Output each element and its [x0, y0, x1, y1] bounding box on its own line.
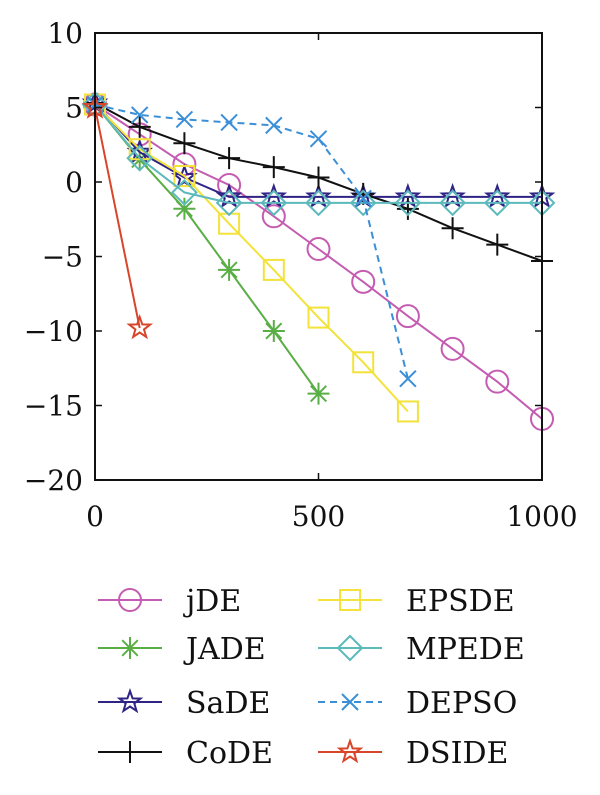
diamond-marker	[483, 189, 511, 217]
asterisk-marker	[307, 382, 330, 405]
square-marker	[352, 351, 375, 374]
circle-marker	[306, 237, 331, 262]
legend-label: JADE	[183, 632, 266, 667]
plus-marker	[173, 132, 196, 155]
x-tick-label: 1000	[506, 500, 577, 533]
diamond-marker	[349, 189, 377, 217]
x-marker	[130, 106, 149, 124]
asterisk-marker	[262, 320, 285, 342]
series-sade	[81, 88, 556, 209]
legend-label: DSIDE	[406, 736, 508, 771]
legend-item-depso: DEPSO	[318, 686, 517, 721]
plus-marker	[128, 115, 151, 138]
star-marker	[336, 737, 364, 764]
asterisk-marker	[173, 197, 196, 220]
diamond-marker	[305, 189, 332, 217]
legend-item-jde: jDE	[98, 584, 241, 619]
star-marker	[171, 163, 198, 189]
circle-marker	[395, 304, 420, 329]
y-tick-label: 5	[65, 92, 83, 125]
y-tick-label: −10	[24, 315, 83, 348]
diamond-marker	[336, 634, 364, 662]
y-tick-label: −5	[42, 241, 83, 274]
series-line	[94, 103, 543, 420]
circle-marker	[485, 369, 510, 394]
legend-item-epsde: EPSDE	[318, 584, 515, 619]
series-line	[94, 103, 409, 379]
x-marker	[175, 110, 194, 129]
x-marker	[265, 116, 283, 135]
y-tick-label: 0	[65, 166, 83, 199]
series-line	[94, 103, 542, 204]
diamond-marker	[215, 189, 243, 217]
plot-frame	[94, 32, 543, 481]
diamond-marker	[170, 179, 198, 206]
legend-label: EPSDE	[406, 584, 515, 619]
star-marker	[215, 182, 243, 209]
star-marker	[116, 687, 144, 714]
legend-item-dside: DSIDE	[318, 736, 508, 771]
x-tick-label: 500	[292, 500, 345, 533]
y-tick-label: −15	[24, 390, 83, 423]
legend-item-mpede: MPEDE	[318, 632, 525, 667]
series-line	[94, 102, 542, 198]
legend-label: MPEDE	[406, 632, 525, 667]
square-marker	[262, 258, 285, 281]
star-marker	[126, 313, 154, 340]
series-jade	[84, 93, 330, 405]
series-line	[94, 103, 409, 413]
legend-item-code: CoDE	[98, 736, 273, 771]
star-marker	[483, 182, 511, 209]
star-marker	[260, 182, 288, 209]
square-marker	[173, 165, 196, 188]
plus-marker	[441, 217, 464, 240]
plus-marker	[307, 166, 330, 189]
series-depso	[86, 95, 417, 388]
x-marker	[399, 369, 417, 388]
square-marker	[339, 589, 361, 611]
plot-series	[81, 88, 556, 431]
legend-item-jade: JADE	[98, 632, 266, 667]
diamond-marker	[394, 189, 422, 217]
x-marker	[354, 189, 372, 208]
diamond-marker	[126, 144, 154, 172]
plus-marker	[218, 147, 241, 170]
diamond-marker	[439, 189, 467, 217]
circle-marker	[261, 204, 286, 229]
legend-label: DEPSO	[406, 686, 517, 721]
legend-label: SaDE	[186, 686, 270, 721]
plus-marker	[486, 233, 509, 256]
legend-label: jDE	[183, 584, 241, 619]
x-marker	[220, 113, 238, 132]
series-code	[84, 92, 553, 272]
diamond-marker	[260, 189, 288, 217]
y-tick-label: −20	[24, 464, 83, 497]
circle-marker	[118, 588, 142, 612]
series-epsde	[84, 93, 419, 423]
plus-marker	[396, 197, 419, 220]
legend-label: CoDE	[186, 736, 273, 771]
star-marker	[305, 182, 332, 209]
x-marker	[309, 130, 328, 148]
circle-marker	[351, 269, 376, 294]
plus-marker	[119, 741, 141, 763]
star-marker	[439, 182, 466, 209]
x-tick-label: 0	[86, 500, 104, 533]
asterisk-marker	[119, 637, 141, 659]
series-jde	[83, 92, 554, 431]
plus-marker	[262, 156, 285, 179]
y-tick-label: 10	[47, 17, 83, 50]
x-marker	[341, 693, 359, 711]
square-marker	[396, 400, 419, 423]
series-line	[94, 107, 141, 329]
square-marker	[307, 306, 330, 329]
legend-item-sade: SaDE	[98, 686, 270, 721]
asterisk-marker	[218, 258, 241, 281]
circle-marker	[440, 336, 465, 361]
legend: jDE JADE SaDE CoDE EPSDE MPEDE DEPSO DSIDE	[98, 584, 525, 771]
